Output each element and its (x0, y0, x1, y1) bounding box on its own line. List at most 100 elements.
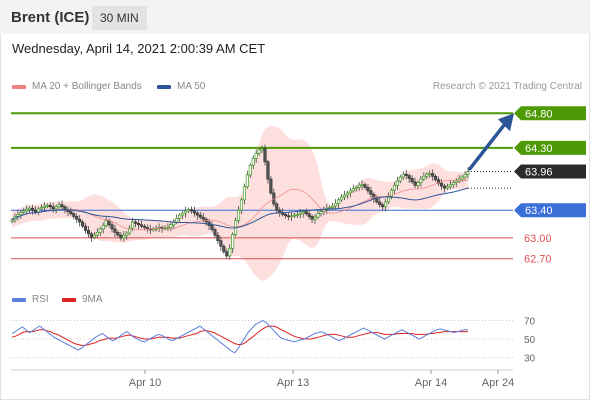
candle-body (139, 224, 143, 227)
ma9-line (11, 325, 468, 346)
candle-body (345, 192, 349, 196)
candle-body (69, 211, 73, 215)
x-tick-label: Apr 14 (415, 377, 447, 389)
candle-body (89, 233, 93, 238)
candle-body (60, 204, 64, 208)
candle-body (48, 205, 52, 208)
candle-body (236, 209, 241, 221)
candle-body (195, 212, 199, 216)
candle-body (398, 176, 402, 182)
candle-body (378, 201, 382, 206)
candle-body (51, 206, 55, 210)
candle-body (169, 224, 173, 228)
svg-text:63.00: 63.00 (524, 233, 552, 245)
candle-body (63, 206, 67, 210)
candle-body (328, 207, 332, 209)
ma50-line (11, 187, 469, 229)
rsi-tick-30: 30 (524, 353, 536, 364)
candle-body (316, 213, 320, 218)
candle-body (301, 211, 305, 214)
candle-body (142, 225, 146, 228)
candle-body (131, 221, 135, 229)
candle-body (298, 212, 302, 215)
candle-body (33, 209, 38, 213)
candle-body (460, 176, 464, 180)
candle-body (98, 228, 102, 233)
candle-body (351, 188, 355, 192)
candle-body (181, 212, 185, 216)
candle-body (210, 225, 214, 230)
ma20-legend: MA 20 + Bollinger Bands (12, 81, 142, 92)
candle-body (242, 186, 246, 201)
ma50-legend-label: MA 50 (177, 81, 206, 92)
candle-body (434, 175, 438, 181)
candle-body (416, 182, 420, 186)
candle-body (219, 240, 223, 247)
candle-body (363, 184, 367, 188)
candle-body (95, 232, 99, 236)
candle-body (313, 216, 317, 220)
candle-body (269, 178, 273, 194)
candle-body (134, 221, 138, 224)
candle-body (337, 199, 341, 204)
ma9-legend: 9MA (62, 294, 103, 305)
svg-text:63.96: 63.96 (525, 166, 553, 178)
candle-body (292, 214, 296, 217)
x-tick-label: Apr 10 (129, 377, 161, 389)
report-datetime: Wednesday, April 14, 2021 2:00:39 AM CET (12, 41, 266, 56)
candle-body (248, 164, 252, 176)
candle-body (57, 204, 61, 208)
level-label-63-40: 63.40 (514, 203, 586, 218)
svg-text:64.80: 64.80 (525, 108, 553, 120)
candle-body (404, 173, 408, 176)
candle-body (463, 173, 467, 178)
candle-body (192, 210, 196, 214)
candle-body (78, 218, 82, 223)
candle-body (275, 203, 279, 211)
candle-body (186, 209, 191, 212)
candle-body (304, 211, 308, 215)
candle-body (119, 234, 123, 239)
candle-body (254, 153, 258, 159)
svg-text:64.30: 64.30 (525, 143, 553, 155)
candle-body (422, 175, 426, 180)
candle-body (375, 198, 379, 203)
rsi-tick-70: 70 (524, 317, 536, 328)
candle-body (413, 181, 417, 186)
candle-body (307, 213, 311, 217)
candle-body (454, 180, 458, 183)
candle-body (439, 182, 444, 187)
candle-body (136, 223, 141, 226)
candle-body (442, 185, 447, 189)
candle-body (116, 232, 120, 236)
candle-body (395, 180, 399, 186)
candle-body (125, 232, 129, 236)
candle-body (419, 178, 423, 183)
candle-body (19, 211, 23, 215)
candle-body (369, 190, 373, 195)
candle-body (222, 245, 226, 253)
candle-body (260, 148, 264, 151)
candle-body (448, 184, 452, 188)
candle-body (257, 149, 261, 154)
candle-body (83, 225, 88, 231)
candle-body (431, 173, 435, 177)
candle-body (401, 173, 405, 178)
candle-body (266, 161, 270, 180)
candle-body (360, 184, 364, 186)
candle-body (28, 207, 32, 210)
candle-body (72, 213, 76, 217)
candle-body (289, 215, 294, 218)
candle-body (104, 220, 108, 226)
rsi-tick-50: 50 (524, 335, 536, 346)
period-badge[interactable]: 30 MIN (92, 6, 147, 30)
candle-body (251, 157, 255, 166)
candle-body (113, 228, 117, 233)
candle-body (451, 182, 455, 185)
candle-body (389, 189, 394, 197)
forecast-arrow-head (498, 113, 514, 132)
candle-body (334, 202, 338, 207)
candle-body (354, 187, 358, 190)
candle-body (145, 227, 149, 230)
ma20-swatch (12, 84, 26, 89)
